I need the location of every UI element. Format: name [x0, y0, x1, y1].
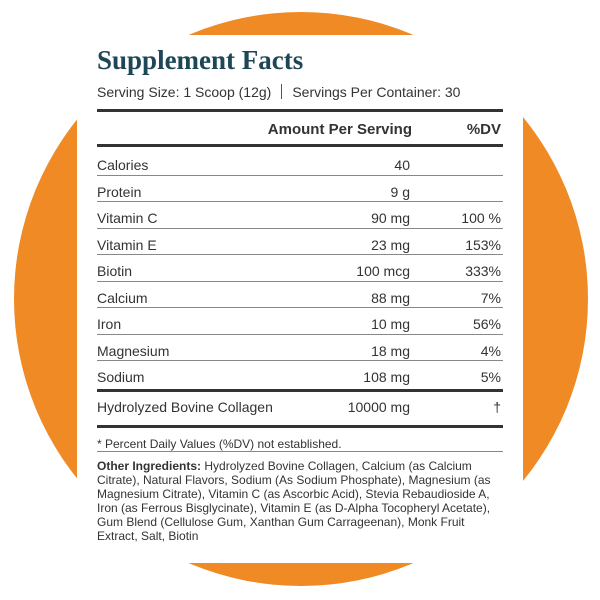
- rule: [97, 109, 503, 112]
- nutrient-amount: 88 mg: [371, 289, 410, 306]
- nutrient-amount: 90 mg: [371, 210, 410, 226]
- row-rule: [97, 174, 503, 176]
- nutrient-name: Protein: [97, 183, 142, 200]
- nutrient-name: Hydrolyzed Bovine Collagen: [97, 398, 273, 415]
- row-rule: [97, 254, 503, 255]
- nutrient-amount: 9 g: [390, 183, 410, 200]
- nutrient-dv: 153%: [465, 236, 501, 253]
- nutrient-amount: 10000 mg: [347, 398, 410, 415]
- nutrient-amount: 40: [394, 157, 410, 173]
- row-rule: [97, 360, 503, 361]
- servings-per-container: Servings Per Container: 30: [292, 84, 461, 100]
- footnote: * Percent Daily Values (%DV) not establi…: [97, 437, 342, 451]
- nutrient-amount: 23 mg: [371, 236, 410, 253]
- nutrient-name: Calcium: [97, 289, 148, 306]
- nutrient-name: Vitamin C: [97, 210, 158, 226]
- nutrient-amount: 100 mcg: [356, 263, 410, 279]
- other-ingredients: Other Ingredients: Hydrolyzed Bovine Col…: [97, 459, 507, 543]
- nutrient-name: Calories: [97, 157, 149, 173]
- nutrient-dv: 100 %: [461, 210, 501, 226]
- nutrient-dv: 333%: [465, 263, 501, 279]
- row-rule: [97, 201, 503, 202]
- serving-info: Serving Size: 1 Scoop (12g) Servings Per …: [97, 84, 460, 100]
- other-ingredients-label: Other Ingredients:: [97, 459, 202, 473]
- rule: [97, 388, 503, 392]
- nutrient-dv: 5%: [480, 369, 501, 385]
- row-rule: [97, 307, 503, 308]
- rule: [97, 144, 503, 147]
- rule: [97, 424, 503, 428]
- row-rule: [97, 450, 503, 452]
- nutrient-dv: 4%: [480, 342, 501, 359]
- other-ingredients-text: Hydrolyzed Bovine Collagen, Calcium (as …: [97, 459, 491, 543]
- nutrient-amount: 108 mg: [363, 369, 410, 385]
- nutrient-dv: 7%: [480, 289, 501, 306]
- nutrient-name: Vitamin E: [97, 236, 157, 253]
- nutrient-name: Iron: [97, 316, 122, 332]
- nutrient-amount: 18 mg: [371, 342, 410, 359]
- row-rule: [97, 280, 503, 282]
- nutrient-name: Sodium: [97, 369, 145, 385]
- nutrient-name: Magnesium: [97, 342, 170, 359]
- nutrient-name: Biotin: [97, 263, 133, 279]
- label-panel: Supplement Facts Serving Size: 1 Scoop (…: [77, 35, 523, 563]
- title: Supplement Facts: [97, 45, 304, 75]
- nutrient-dv: †: [493, 398, 501, 415]
- serving-size: Serving Size: 1 Scoop (12g): [97, 84, 272, 100]
- separator: [281, 84, 283, 99]
- column-header: Amount Per Serving: [267, 121, 412, 138]
- row-rule: [97, 333, 503, 335]
- nutrient-dv: 56%: [472, 316, 501, 332]
- row-rule: [97, 227, 503, 229]
- column-header: %DV: [466, 121, 501, 138]
- nutrient-amount: 10 mg: [371, 316, 410, 332]
